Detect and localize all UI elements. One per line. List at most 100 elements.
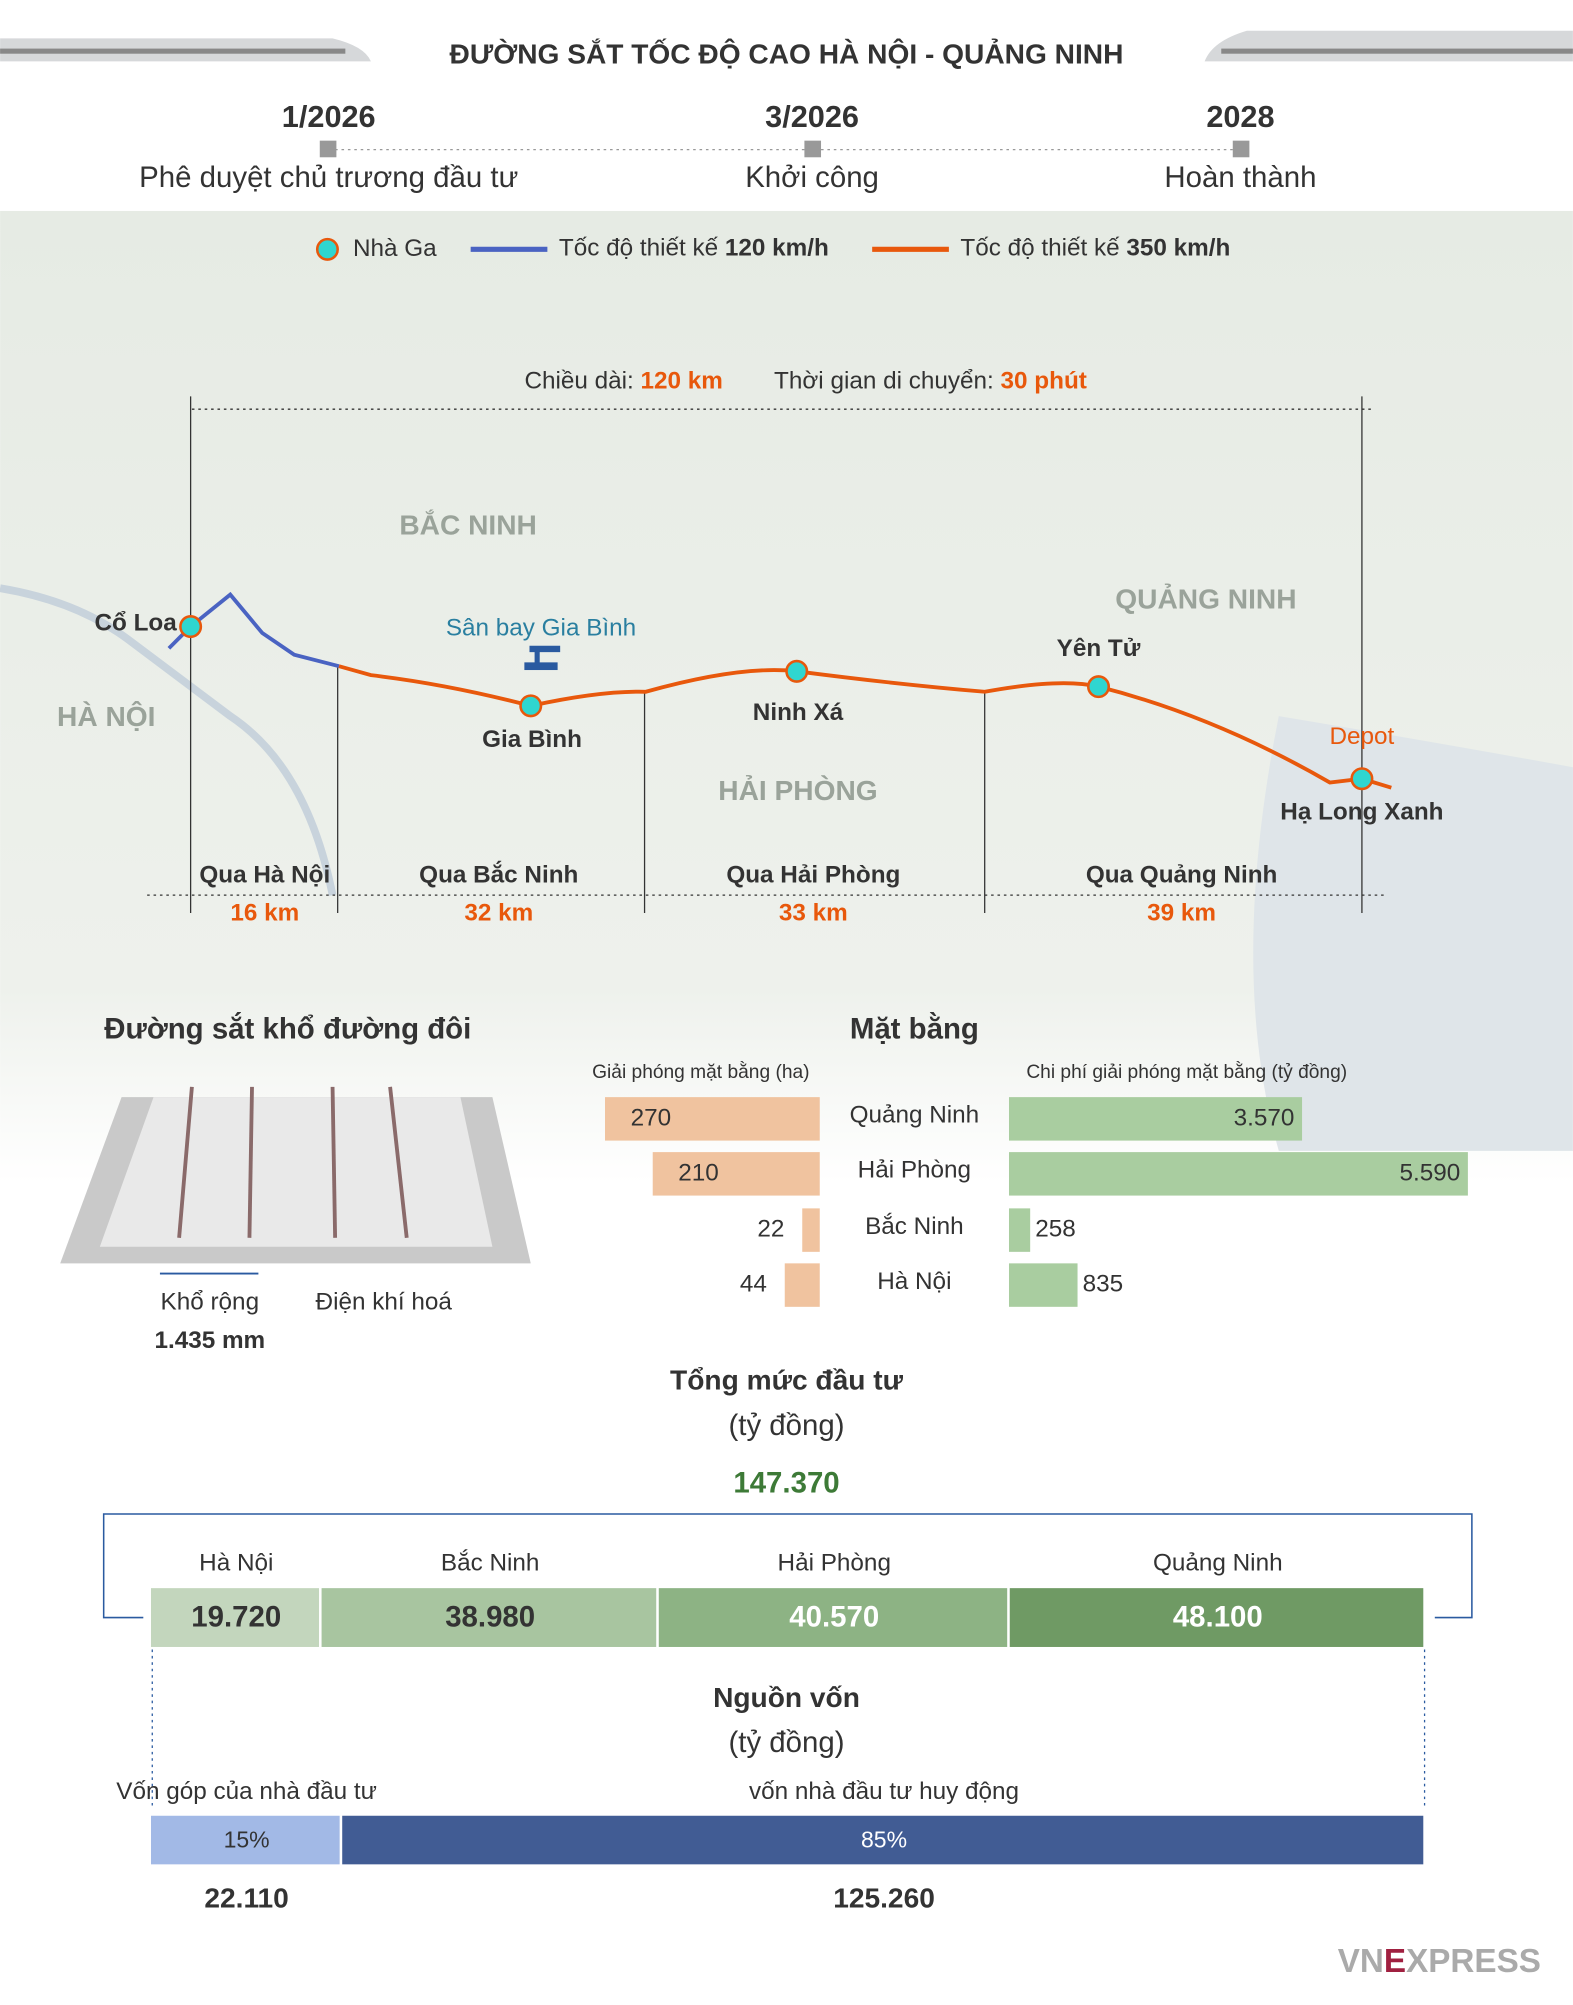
legend-orange: Tốc độ thiết kế 350 km/h [960,235,1230,262]
province-label: Bắc Ninh [865,1213,964,1240]
timeline-date: 3/2026 [765,99,859,134]
gauge-label: Khổ rộng [161,1288,260,1315]
area-label: 210 [678,1159,719,1186]
funding-bar [342,1815,1424,1865]
station-label: Hạ Long Xanh [1280,799,1443,826]
timeline-date: 2028 [1206,99,1274,134]
investment-province: Bắc Ninh [441,1549,540,1576]
airport-label: Sân bay Gia Bình [446,615,636,642]
legend-blue: Tốc độ thiết kế 120 km/h [559,235,829,262]
timeline-label: Hoàn thành [1164,161,1316,194]
logo: VNEXPRESS [1338,1943,1541,1980]
area-bar [605,1097,820,1141]
segment-label: Qua Quảng Ninh [1086,861,1278,888]
cost-label: 3.570 [1234,1104,1295,1131]
cost-bar [1008,1208,1031,1252]
length-time: Chiều dài: 120 km Thời gian di chuyển: 30… [524,368,1086,395]
area-bar [652,1152,820,1196]
segment-length: 39 km [1147,900,1216,927]
timeline-date: 1/2026 [282,99,376,134]
cost-bar [1008,1263,1078,1307]
bracket [102,1513,1473,1619]
funding-share: 15% [224,1826,270,1852]
segment-label: Qua Hà Nội [199,861,330,888]
timeline-label: Phê duyệt chủ trương đầu tư [139,161,518,194]
land-title: Mặt bằng [850,1011,979,1045]
area-label: 44 [740,1271,767,1298]
segment-length: 33 km [779,900,848,927]
investment-province: Hải Phòng [778,1549,891,1576]
funding-amount: 22.110 [204,1883,288,1914]
title: ĐƯỜNG SẮT TỐC ĐỘ CAO HÀ NỘI - QUẢNG NINH [450,38,1124,70]
train-right [1204,30,1573,62]
station-label: Yên Tử [1057,635,1141,662]
investment-total: 147.370 [733,1466,839,1499]
province-label: Quảng Ninh [850,1102,980,1129]
province-label: Hà Nội [877,1268,951,1295]
area-bar [784,1263,820,1307]
legend: Nhà Ga Tốc độ thiết kế 120 km/h Tốc độ t… [315,235,1230,262]
region-label: HÀ NỘI [57,701,155,732]
connectors [151,1649,1426,1806]
investment-bar [1009,1588,1424,1647]
cost-bar [1008,1152,1468,1196]
investment-title: Tổng mức đầu tư [670,1365,904,1396]
train-left [0,38,371,62]
area-label: 270 [631,1104,672,1131]
segment-length: 16 km [230,900,299,927]
investment-value: 19.720 [191,1601,281,1634]
cost-label: 258 [1035,1216,1076,1243]
funding-share: 85% [861,1826,907,1852]
timeline-label: Khởi công [745,161,879,194]
investment-bar [150,1588,320,1647]
cost-bar [1008,1097,1303,1141]
gauge-value: 1.435 mm [154,1327,265,1354]
track-title: Đường sắt khổ đường đôi [104,1011,471,1045]
station-label: Cổ Loa [95,609,178,636]
cost-label: 835 [1083,1271,1124,1298]
area-bar [802,1208,820,1252]
depot-label: Depot [1330,723,1395,750]
investment-bars: 19.720 Hà Nội 38.980 Bắc Ninh 40.570 Hải Phòn… [150,1549,1424,1647]
investment-unit: (tỷ đồng) [728,1409,844,1442]
investment-province: Quảng Ninh [1153,1549,1283,1576]
investment-value: 40.570 [789,1601,879,1634]
sea [1253,716,1573,1151]
funding-title: Nguồn vốn [713,1682,860,1713]
dimension-lines [147,396,1388,913]
investment-value: 48.100 [1173,1601,1263,1634]
funding-unit: (tỷ đồng) [728,1726,844,1759]
legend-station: Nhà Ga [353,235,437,262]
station-label: Gia Bình [482,726,582,753]
airport [524,645,561,671]
area-label: 22 [757,1216,784,1243]
region-label: BẮC NINH [399,509,537,540]
investment-bar [658,1588,1008,1647]
cost-title: Chi phí giải phóng mặt bằng (tỷ đồng) [1026,1061,1347,1083]
segment-label: Qua Bắc Ninh [419,860,578,888]
investment-value: 38.980 [445,1601,535,1634]
electrified-label: Điện khí hoá [316,1288,453,1315]
funding-bars: 15% Vốn góp của nhà đầu tư 22.110 85% vốn nh… [116,1778,1424,1914]
region-label: HẢI PHÒNG [718,774,877,806]
area-title: Giải phóng mặt bằng (ha) [592,1061,809,1083]
segment-label: Qua Hải Phòng [726,861,900,888]
segments: Qua Hà Nội 16 km Qua Bắc Ninh 32 km Qua … [199,860,1277,926]
station-label: Ninh Xá [753,699,844,726]
timeline: 1/2026 Phê duyệt chủ trương đầu tư 3/202… [139,99,1316,194]
funding-name: vốn nhà đầu tư huy động [749,1778,1019,1805]
stations [179,615,1374,791]
funding-name: Vốn góp của nhà đầu tư [116,1778,377,1805]
investment-province: Hà Nội [199,1549,273,1576]
funding-amount: 125.260 [833,1883,935,1914]
investment-bar [321,1588,657,1647]
cost-label: 5.590 [1399,1159,1460,1186]
track-illustration [60,1086,531,1275]
river [0,584,337,896]
segment-length: 32 km [464,900,533,927]
funding-bar [150,1815,340,1865]
region-label: QUẢNG NINH [1115,582,1296,614]
province-label: Hải Phòng [858,1157,971,1184]
land-bars: 270 Quảng Ninh 3.570 210 Hải Phòng 5.590 22 Bắc… [605,1097,1468,1307]
